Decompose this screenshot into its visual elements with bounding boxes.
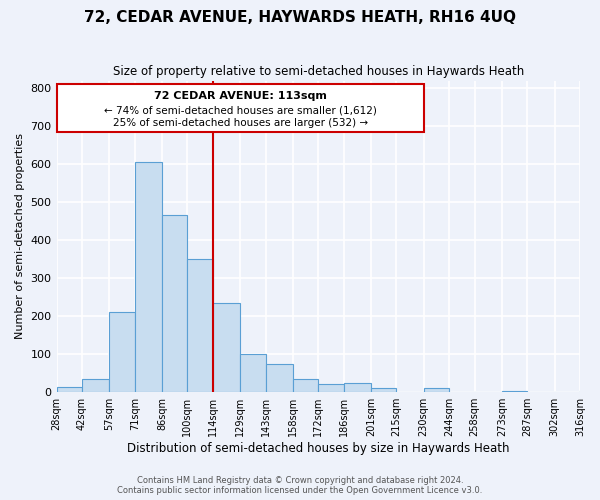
- Bar: [580, 390, 600, 392]
- Bar: [109, 312, 134, 392]
- Bar: [318, 384, 344, 392]
- Bar: [213, 303, 240, 392]
- Text: ← 74% of semi-detached houses are smaller (1,612): ← 74% of semi-detached houses are smalle…: [104, 106, 377, 116]
- Bar: [266, 364, 293, 392]
- Bar: [424, 388, 449, 392]
- Bar: [162, 216, 187, 392]
- Bar: [240, 354, 266, 392]
- Bar: [293, 379, 318, 392]
- Text: 72, CEDAR AVENUE, HAYWARDS HEATH, RH16 4UQ: 72, CEDAR AVENUE, HAYWARDS HEATH, RH16 4…: [84, 10, 516, 25]
- Bar: [56, 386, 82, 392]
- Bar: [187, 259, 213, 392]
- FancyBboxPatch shape: [56, 84, 424, 132]
- Bar: [134, 162, 162, 392]
- X-axis label: Distribution of semi-detached houses by size in Haywards Heath: Distribution of semi-detached houses by …: [127, 442, 509, 455]
- Y-axis label: Number of semi-detached properties: Number of semi-detached properties: [15, 134, 25, 340]
- Text: 72 CEDAR AVENUE: 113sqm: 72 CEDAR AVENUE: 113sqm: [154, 92, 326, 102]
- Bar: [82, 379, 109, 392]
- Text: Contains HM Land Registry data © Crown copyright and database right 2024.
Contai: Contains HM Land Registry data © Crown c…: [118, 476, 482, 495]
- Text: 25% of semi-detached houses are larger (532) →: 25% of semi-detached houses are larger (…: [113, 118, 368, 128]
- Title: Size of property relative to semi-detached houses in Haywards Heath: Size of property relative to semi-detach…: [113, 65, 524, 78]
- Bar: [344, 382, 371, 392]
- Bar: [371, 388, 397, 392]
